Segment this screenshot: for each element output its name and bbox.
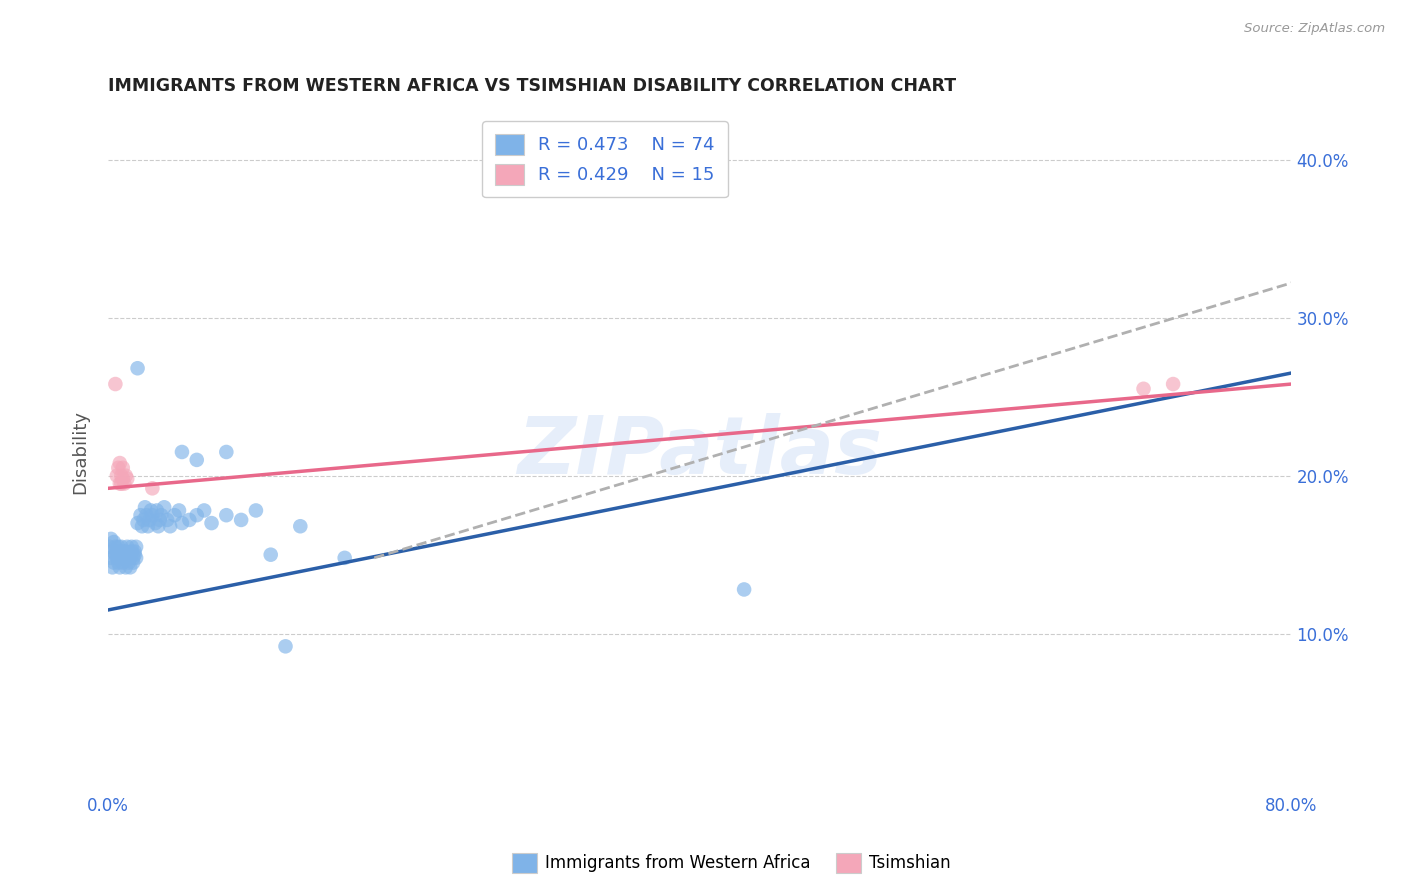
Point	[131, 519, 153, 533]
Point	[108, 548, 131, 562]
Point	[114, 544, 136, 558]
Point	[125, 540, 148, 554]
Point	[104, 377, 127, 392]
Point	[100, 532, 122, 546]
Point	[132, 513, 155, 527]
Point	[136, 519, 159, 533]
Point	[115, 550, 138, 565]
Point	[105, 550, 128, 565]
Point	[138, 513, 160, 527]
Point	[110, 540, 132, 554]
Point	[104, 540, 127, 554]
Point	[122, 550, 145, 565]
Text: IMMIGRANTS FROM WESTERN AFRICA VS TSIMSHIAN DISABILITY CORRELATION CHART: IMMIGRANTS FROM WESTERN AFRICA VS TSIMSH…	[108, 78, 956, 95]
Point	[120, 560, 142, 574]
Point	[108, 476, 131, 491]
Point	[114, 468, 136, 483]
Point	[333, 550, 356, 565]
Point	[110, 550, 132, 565]
Point	[179, 513, 201, 527]
Point	[103, 556, 125, 570]
Point	[125, 550, 148, 565]
Legend: Immigrants from Western Africa, Tsimshian: Immigrants from Western Africa, Tsimshia…	[505, 847, 957, 880]
Point	[163, 508, 186, 523]
Point	[122, 556, 145, 570]
Point	[135, 508, 157, 523]
Point	[104, 548, 127, 562]
Point	[118, 548, 141, 562]
Point	[112, 476, 135, 491]
Point	[105, 468, 128, 483]
Point	[101, 560, 124, 574]
Point	[153, 500, 176, 515]
Point	[107, 556, 129, 570]
Point	[108, 560, 131, 574]
Point	[107, 460, 129, 475]
Point	[146, 503, 169, 517]
Point	[118, 556, 141, 570]
Point	[733, 582, 755, 597]
Point	[167, 503, 190, 517]
Point	[112, 548, 135, 562]
Point	[100, 550, 122, 565]
Point	[111, 472, 134, 486]
Point	[150, 508, 173, 523]
Point	[231, 513, 253, 527]
Point	[290, 519, 312, 533]
Point	[274, 640, 297, 654]
Point	[141, 481, 163, 495]
Point	[124, 544, 146, 558]
Point	[245, 503, 267, 517]
Point	[103, 535, 125, 549]
Point	[134, 500, 156, 515]
Point	[1132, 382, 1154, 396]
Point	[139, 503, 162, 517]
Point	[115, 472, 138, 486]
Point	[193, 503, 215, 517]
Point	[111, 544, 134, 558]
Point	[156, 513, 179, 527]
Point	[127, 361, 149, 376]
Point	[111, 556, 134, 570]
Point	[141, 508, 163, 523]
Point	[112, 550, 135, 565]
Point	[215, 445, 238, 459]
Point	[120, 550, 142, 565]
Point	[101, 544, 124, 558]
Point	[148, 519, 170, 533]
Point	[110, 476, 132, 491]
Point	[260, 548, 283, 562]
Point	[1161, 377, 1184, 392]
Text: Source: ZipAtlas.com: Source: ZipAtlas.com	[1244, 22, 1385, 36]
Point	[215, 508, 238, 523]
Point	[107, 540, 129, 554]
Point	[170, 516, 193, 530]
Point	[105, 544, 128, 558]
Point	[143, 516, 166, 530]
Y-axis label: Disability: Disability	[72, 410, 89, 494]
Point	[121, 544, 143, 558]
Point	[149, 513, 172, 527]
Point	[127, 516, 149, 530]
Point	[170, 445, 193, 459]
Point	[115, 540, 138, 554]
Point	[121, 540, 143, 554]
Point	[129, 508, 152, 523]
Point	[124, 548, 146, 562]
Point	[114, 560, 136, 574]
Point	[111, 460, 134, 475]
Point	[186, 453, 208, 467]
Point	[200, 516, 222, 530]
Legend: R = 0.473    N = 74, R = 0.429    N = 15: R = 0.473 N = 74, R = 0.429 N = 15	[482, 121, 727, 197]
Point	[110, 468, 132, 483]
Point	[98, 540, 121, 554]
Text: ZIPatlas: ZIPatlas	[517, 413, 882, 491]
Point	[186, 508, 208, 523]
Point	[108, 456, 131, 470]
Point	[159, 519, 181, 533]
